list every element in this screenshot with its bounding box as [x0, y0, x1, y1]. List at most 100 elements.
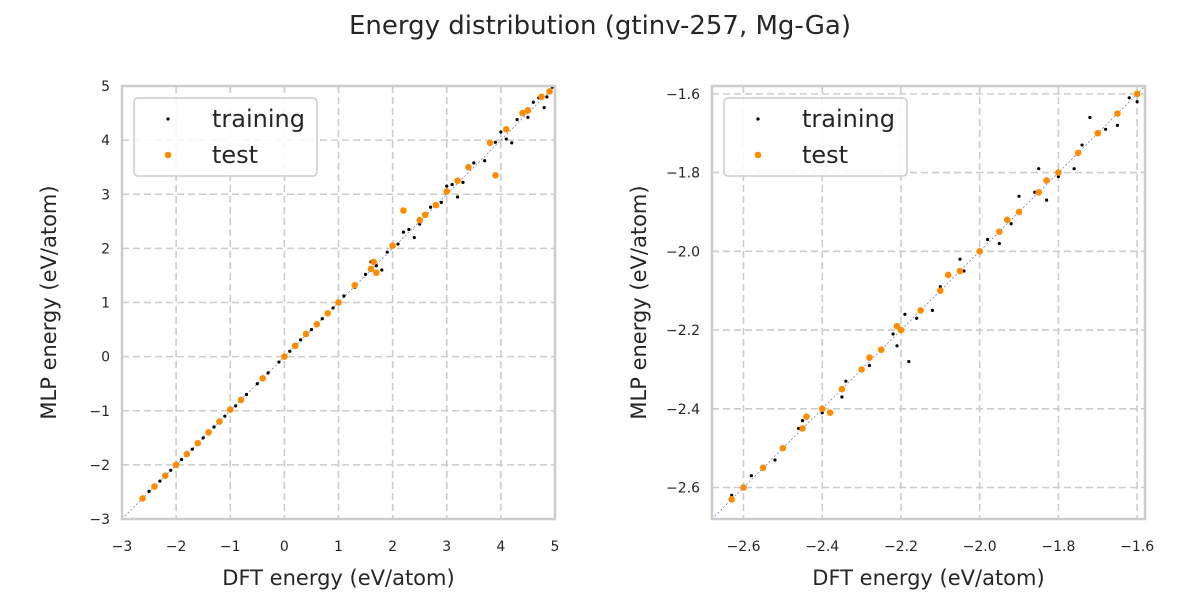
- chart-0-training-point: [407, 227, 411, 232]
- chart-0-test-point: [281, 353, 288, 360]
- chart-0-x-tick-label: −3: [112, 539, 133, 555]
- chart-0-test-point: [162, 472, 169, 480]
- chart-0-training-point: [483, 159, 487, 163]
- chart-1-test-point: [826, 409, 834, 417]
- chart-1-training-point: [985, 237, 990, 242]
- chart-1-training-point: [997, 241, 1001, 246]
- chart-0-training-point: [445, 184, 449, 188]
- chart-1-training-point: [907, 359, 911, 364]
- chart-0-test-point: [416, 216, 423, 224]
- chart-1-training-point: [1037, 167, 1041, 171]
- chart-1-test-point: [803, 413, 810, 420]
- chart-0-legend-label-test: test: [212, 141, 258, 169]
- chart-1-legend-label-test: test: [802, 141, 848, 169]
- chart-0-test-point: [538, 93, 545, 101]
- chart-1-test-point: [1043, 177, 1050, 184]
- chart-1-test-point: [937, 287, 944, 294]
- chart-0-training-point: [320, 317, 324, 321]
- chart-0-test-point: [454, 177, 461, 185]
- chart-1-x-tick-label: −1.6: [1120, 539, 1154, 555]
- chart-0-training-point: [545, 95, 549, 99]
- chart-1-training-point: [1009, 222, 1013, 226]
- chart-0-x-tick-label: 3: [442, 539, 451, 555]
- chart-1-test-point: [1094, 129, 1102, 137]
- chart-1-x-axis-label: DFT energy (eV/atom): [812, 566, 1044, 590]
- chart-0-training-point: [169, 468, 173, 472]
- chart-0-x-tick-label: 1: [334, 539, 343, 555]
- chart-1-test-point: [759, 464, 767, 472]
- chart-1-test-point: [740, 484, 747, 491]
- chart-0-test-point: [226, 406, 234, 413]
- chart-0-training-point: [526, 115, 530, 119]
- chart-1-y-tick-label: −1.6: [666, 87, 700, 103]
- chart-1-x-tick-label: −1.8: [1041, 539, 1075, 555]
- chart-0-x-tick-label: 0: [280, 539, 289, 555]
- chart-1-test-point: [858, 366, 865, 373]
- chart-0-y-tick-label: 5: [101, 79, 110, 95]
- chart-0-training-point: [439, 200, 443, 204]
- chart-0-test-point: [351, 281, 359, 289]
- figure-title: Energy distribution (gtinv-257, Mg-Ga): [349, 11, 851, 41]
- chart-0-training-point: [179, 457, 184, 462]
- chart-0-test-point: [367, 265, 375, 273]
- chart-1-test-point: [1035, 188, 1043, 196]
- chart-0-y-tick-label: 1: [101, 296, 110, 312]
- chart-1-test-point: [996, 228, 1003, 235]
- chart-0-training-point: [255, 382, 259, 386]
- chart-0-training-point: [450, 182, 454, 187]
- chart-0-training-point: [374, 264, 378, 268]
- chart-0-test-point: [546, 88, 553, 95]
- chart-0-points: [139, 86, 554, 502]
- chart-1-test-point: [1055, 169, 1062, 176]
- chart-1-training-point: [840, 395, 844, 399]
- chart-1-test-point: [976, 248, 983, 255]
- chart-1-y-tick-label: −1.8: [666, 166, 700, 182]
- chart-1-legend: training test: [723, 97, 908, 177]
- chart-1-test-point: [866, 354, 873, 361]
- chart-0-training-point: [515, 117, 519, 122]
- chart-1-training-point: [1115, 123, 1120, 127]
- chart-1-test-point: [1074, 149, 1082, 157]
- chart-1-legend-marker-training: [756, 117, 760, 121]
- chart-0-training-point: [234, 404, 238, 408]
- chart-0-y-tick-label: 2: [101, 241, 110, 257]
- chart-0-training-point: [461, 180, 465, 184]
- chart-0-test-point: [151, 483, 158, 490]
- chart-1-test-point: [818, 405, 826, 413]
- chart-1-training-point: [749, 474, 753, 478]
- chart-0-y-tick-label: 0: [101, 350, 110, 366]
- chart-0-test-point: [183, 450, 191, 458]
- chart-0-training-point: [510, 141, 514, 145]
- chart-1-points: [728, 80, 1142, 503]
- chart-0-y-tick-label: −3: [89, 512, 110, 528]
- chart-1-legend-box: [723, 97, 908, 177]
- chart-1-training-point: [891, 332, 895, 336]
- chart-0-test-point: [502, 126, 510, 133]
- chart-1-test-point: [877, 346, 885, 354]
- chart-1-training-point: [930, 308, 935, 312]
- chart-1-training-point: [958, 257, 962, 261]
- chart-0-test-point: [205, 429, 212, 436]
- chart-0-test-point: [291, 342, 299, 350]
- chart-0-training-point: [331, 306, 335, 310]
- chart-1-test-point: [893, 322, 901, 330]
- chart-0-legend-box: [133, 97, 318, 177]
- chart-1-test-point: [799, 425, 806, 432]
- chart-0-test-point: [400, 207, 407, 214]
- chart-0-y-tick-label: −2: [89, 458, 110, 474]
- chart-1-y-tick-label: −2.0: [666, 244, 700, 260]
- chart-1-test-point: [944, 271, 952, 279]
- chart-0-legend-label-training: training: [212, 105, 305, 133]
- chart-0-x-tick-label: 4: [496, 539, 505, 555]
- chart-0-x-axis-label: DFT energy (eV/atom): [222, 566, 454, 590]
- chart-1-training-point: [867, 363, 872, 368]
- chart-1-training-point: [1139, 80, 1142, 83]
- chart-0-test-point: [313, 320, 321, 328]
- chart-0-training-point: [201, 436, 205, 440]
- chart-0-test-point: [373, 269, 380, 277]
- chart-0-training-point: [190, 447, 194, 451]
- chart-0-training-point: [299, 338, 303, 342]
- chart-0-test-point: [324, 310, 331, 317]
- chart-1-test-point: [1114, 110, 1121, 117]
- chart-0-test-point: [524, 107, 532, 114]
